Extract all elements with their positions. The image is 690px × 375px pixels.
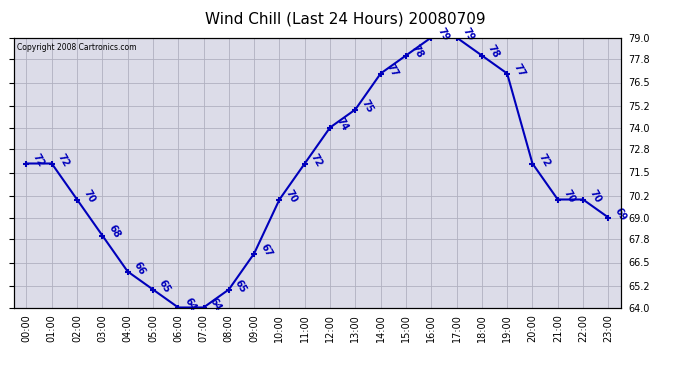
Text: 72: 72 — [309, 152, 324, 168]
Text: 65: 65 — [233, 278, 248, 294]
Text: 72: 72 — [56, 152, 71, 168]
Text: 77: 77 — [385, 62, 400, 78]
Text: Copyright 2008 Cartronics.com: Copyright 2008 Cartronics.com — [17, 43, 137, 52]
Text: 70: 70 — [587, 188, 602, 204]
Text: 72: 72 — [30, 152, 46, 168]
Text: 70: 70 — [284, 188, 299, 204]
Text: 74: 74 — [334, 116, 350, 132]
Text: 78: 78 — [486, 44, 502, 60]
Text: 68: 68 — [106, 224, 122, 240]
Text: 64: 64 — [182, 296, 198, 312]
Text: Wind Chill (Last 24 Hours) 20080709: Wind Chill (Last 24 Hours) 20080709 — [205, 11, 485, 26]
Text: 65: 65 — [157, 278, 172, 294]
Text: 75: 75 — [359, 98, 375, 114]
Text: 67: 67 — [258, 242, 274, 258]
Text: 69: 69 — [613, 206, 628, 222]
Text: 79: 79 — [461, 26, 476, 42]
Text: 78: 78 — [410, 44, 426, 60]
Text: 77: 77 — [511, 62, 526, 78]
Text: 70: 70 — [562, 188, 578, 204]
Text: 72: 72 — [537, 152, 552, 168]
Text: 79: 79 — [435, 26, 451, 42]
Text: 66: 66 — [132, 260, 147, 276]
Text: 70: 70 — [81, 188, 97, 204]
Text: 64: 64 — [208, 296, 223, 312]
